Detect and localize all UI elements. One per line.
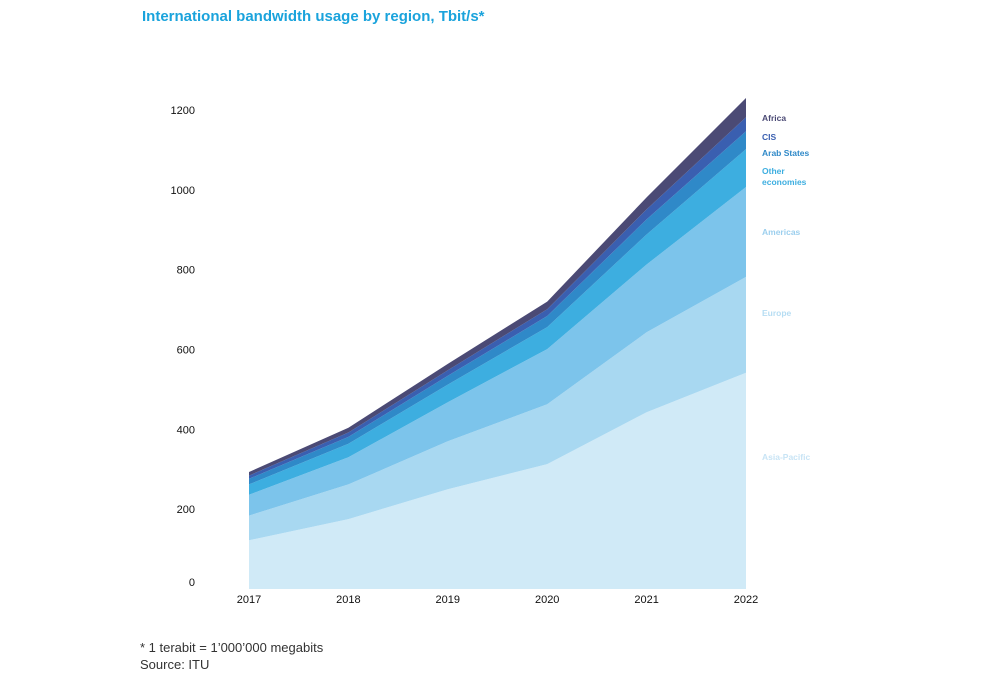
y-tick-label: 600	[177, 345, 195, 357]
y-tick-label: 1000	[171, 185, 195, 197]
x-axis-ticks: 2017 2018 2019 2020 2021 2022	[237, 594, 758, 606]
legend-label-arab-states: Arab States	[762, 148, 810, 158]
y-tick-label: 200	[177, 504, 195, 516]
legend-label-other-economies: economies	[762, 177, 807, 187]
y-tick-label: 0	[189, 577, 195, 589]
legend-label-asia-pacific: Asia-Pacific	[762, 452, 810, 462]
x-tick-label: 2021	[634, 594, 658, 606]
legend-label-americas: Americas	[762, 227, 801, 237]
x-tick-label: 2018	[336, 594, 360, 606]
footnote-unit: * 1 terabit = 1’000’000 megabits	[140, 640, 324, 655]
area-europe	[249, 276, 746, 541]
legend-label-cis: CIS	[762, 132, 777, 142]
x-tick-label: 2017	[237, 594, 261, 606]
legend-label-europe: Europe	[762, 308, 792, 318]
x-tick-label: 2020	[535, 594, 559, 606]
y-axis-ticks: 0 200 400 600 800 1000 1200	[171, 105, 195, 589]
area-americas	[249, 187, 746, 516]
legend-label-africa: Africa	[762, 113, 786, 123]
footnote-source: Source: ITU	[140, 657, 210, 672]
x-tick-label: 2019	[436, 594, 460, 606]
y-tick-label: 400	[177, 424, 195, 436]
series-areas	[249, 98, 746, 589]
chart-title: International bandwidth usage by region,…	[142, 8, 485, 25]
y-tick-label: 800	[177, 265, 195, 277]
x-tick-label: 2022	[734, 594, 758, 606]
y-tick-label: 1200	[171, 105, 195, 117]
legend-label-other-economies: Other	[762, 166, 785, 176]
area-asia-pacific	[249, 372, 746, 589]
